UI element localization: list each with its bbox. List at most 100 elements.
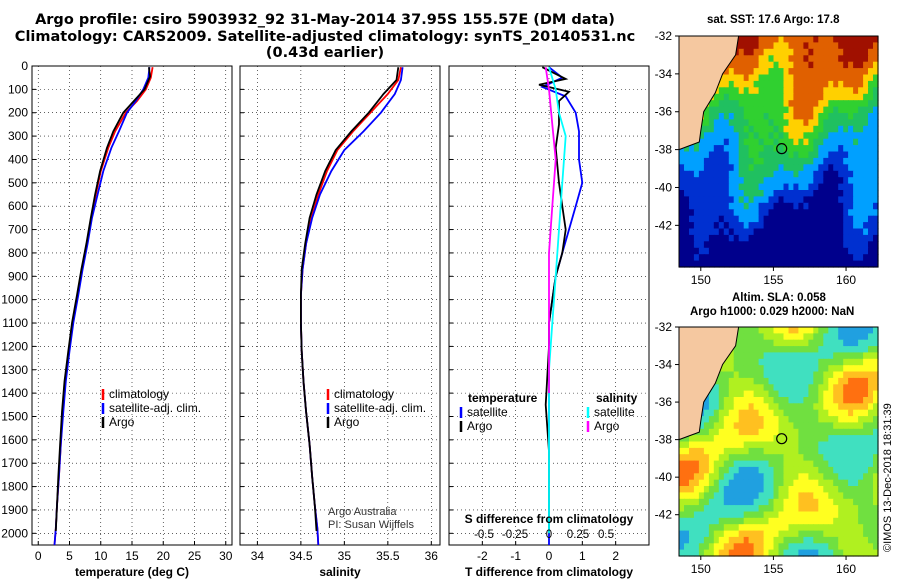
ytick-label-depth: 400 (8, 152, 28, 166)
xtick-label-differences: 0 (546, 549, 553, 563)
xtick-label-salinity: 35.5 (376, 549, 400, 563)
sst_map-ytick-label: -32 (655, 29, 673, 43)
sst_map-ytick-label: -34 (655, 67, 673, 81)
ytick-label-depth: 900 (8, 269, 28, 283)
series-line-salinity-climatology (299, 67, 402, 546)
xtick-label-differences: 2 (612, 549, 619, 563)
xtick-label-temperature: 5 (66, 549, 73, 563)
series-line-differences-t-argo (538, 66, 571, 534)
top-tick-label: -0.25 (502, 529, 528, 541)
ytick-label-depth: 700 (8, 223, 28, 237)
xtick-label-differences: 1 (579, 549, 586, 563)
ytick-label-depth: 1500 (1, 409, 28, 423)
ytick-label-depth: 1400 (1, 386, 28, 400)
panel-frame-temperature (31, 65, 233, 546)
sla-map-title-line2: Argo h1000: 0.029 h2000: NaN (690, 306, 855, 318)
sla_map-ytick-label: -40 (655, 470, 673, 484)
ytick-label-depth: 500 (8, 176, 28, 190)
sla_map-xtick-label: 150 (691, 562, 711, 576)
figure-title-line1: Argo profile: csiro 5903932_92 31-May-20… (35, 12, 615, 28)
top-tick-label: 0.5 (598, 529, 614, 541)
sla_map-ytick-label: -32 (655, 320, 673, 334)
series-line-salinity-satellite-adj-clim- (299, 67, 404, 546)
legend-title-salinity: salinity (596, 391, 638, 405)
sla_map-xtick-label: 155 (763, 562, 783, 576)
ytick-label-depth: 1600 (1, 433, 28, 447)
sla_map-ytick-label: -42 (655, 508, 673, 522)
figure-title-line2: Climatology: CARS2009. Satellite-adjuste… (14, 29, 636, 61)
xtick-label-salinity: 34.5 (289, 549, 313, 563)
legend-label-sal-argo_salinity: Argo (594, 419, 620, 433)
sla_map-ytick-label: -34 (655, 358, 673, 372)
xtick-label-salinity: 35 (338, 549, 352, 563)
ytick-label-depth: 300 (8, 129, 28, 143)
salinity-annotation-line-1: Argo Australia (328, 506, 397, 518)
sla_map-ytick-label: -36 (655, 395, 673, 409)
xlabel-salinity: salinity (319, 565, 361, 579)
sst_map-argo-marker (776, 143, 788, 155)
xtick-label-temperature: 0 (35, 549, 42, 563)
ytick-label-depth: 1000 (1, 293, 28, 307)
series-line-temperature-argo (54, 67, 152, 532)
sst_map-xtick-label: 160 (836, 273, 856, 287)
xtick-label-differences: -2 (477, 549, 488, 563)
xtick-label-temperature: 20 (157, 549, 171, 563)
sla_map-argo-marker (776, 433, 788, 445)
legend-label-temperature-climatology: climatology (109, 387, 169, 401)
legend-label-salinity-satellite: satellite-adj. clim. (334, 401, 426, 415)
sla_map-xtick-label: 160 (836, 562, 856, 576)
ytick-label-depth: 1900 (1, 503, 28, 517)
legend-label-temp-argo: Argo (467, 419, 493, 433)
legend-label-salinity-climatology: climatology (334, 387, 394, 401)
sst_map-ytick-label: -36 (655, 105, 673, 119)
ytick-label-depth: 1700 (1, 456, 28, 470)
legend-label-sal-sat_salinity: satellite (594, 405, 635, 419)
ytick-label-depth: 1800 (1, 480, 28, 494)
sla_map-ytick-label: -38 (655, 433, 673, 447)
legend-label-temp-satellite: satellite (467, 405, 508, 419)
sla_map-land (678, 326, 740, 441)
top-tick-label: 0 (546, 529, 552, 541)
panel-frame-salinity (239, 65, 441, 546)
ytick-label-depth: 1200 (1, 339, 28, 353)
series-line-differences-s-argo (544, 67, 557, 394)
ytick-label-depth: 2000 (1, 526, 28, 540)
xlabel-differences: T difference from climatology (465, 565, 633, 579)
legend-title-temperature: temperature (468, 391, 538, 405)
top-tick-label: 0.25 (567, 529, 589, 541)
top-xlabel-s-difference: S difference from climatology (465, 512, 634, 526)
xtick-label-temperature: 25 (188, 549, 202, 563)
ytick-label-depth: 200 (8, 106, 28, 120)
sla-map-title-line1: Altim. SLA: 0.058 (732, 292, 826, 304)
legend-label-temperature-satellite: satellite-adj. clim. (109, 401, 201, 415)
salinity-annotation-line-2: PI: Susan Wijffels (328, 519, 414, 531)
sst_map-land (678, 35, 740, 151)
xtick-label-temperature: 10 (94, 549, 108, 563)
top-tick-label: -0.5 (474, 529, 494, 541)
sla_map-frame (678, 326, 879, 557)
series-line-salinity-argo (299, 67, 400, 532)
sst-map-title: sat. SST: 17.6 Argo: 17.8 (707, 14, 840, 26)
sst_map-frame (678, 35, 879, 268)
ytick-label-depth: 800 (8, 246, 28, 260)
ytick-label-depth: 1300 (1, 363, 28, 377)
sst_map-ytick-label: -42 (655, 218, 673, 232)
ytick-label-depth: 600 (8, 199, 28, 213)
sst_map-xtick-label: 150 (691, 273, 711, 287)
sst_map-xtick-label: 155 (763, 273, 783, 287)
ytick-label-depth: 100 (8, 82, 28, 96)
series-line-temperature-satellite-adj-clim- (53, 67, 151, 546)
xtick-label-temperature: 30 (219, 549, 233, 563)
sla_map-field (679, 327, 879, 557)
xtick-label-temperature: 15 (125, 549, 139, 563)
legend-label-temperature-argo: Argo (109, 415, 135, 429)
series-line-differences-s-satellite (548, 66, 567, 534)
legend-label-salinity-argo: Argo (334, 415, 360, 429)
ytick-label-depth: 1100 (2, 316, 28, 330)
xtick-label-salinity: 34 (251, 549, 265, 563)
imos-stamp: ©IMOS 13-Dec-2018 18:31:39 (882, 403, 894, 552)
xlabel-temperature: temperature (deg C) (75, 565, 189, 579)
xtick-label-differences: -1 (510, 549, 521, 563)
sst_map-ytick-label: -38 (655, 143, 673, 157)
